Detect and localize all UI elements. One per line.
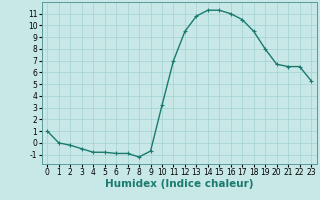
X-axis label: Humidex (Indice chaleur): Humidex (Indice chaleur)	[105, 179, 253, 189]
